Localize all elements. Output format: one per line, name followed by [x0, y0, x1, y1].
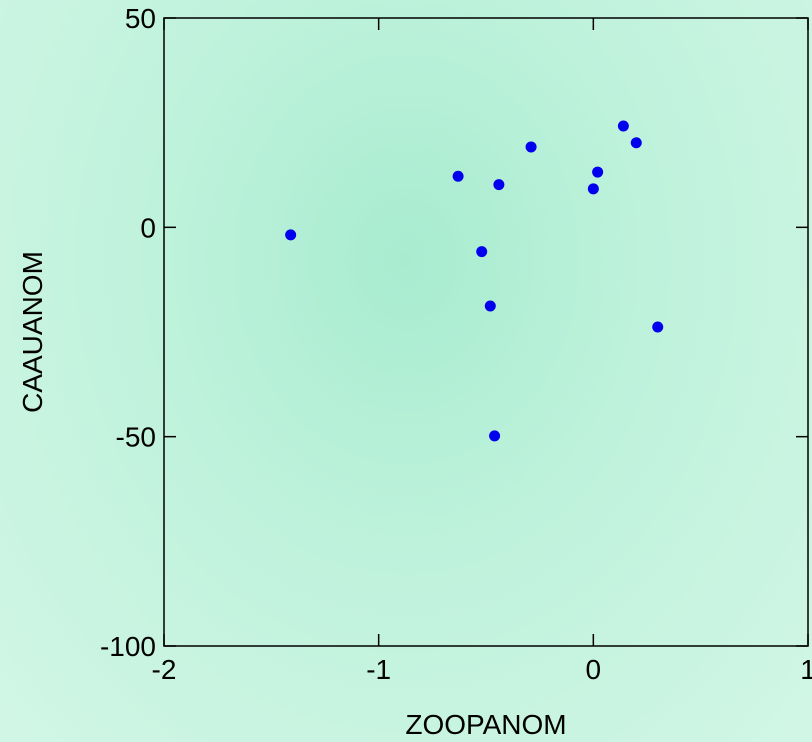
x-tick-label-0: -2	[152, 654, 177, 685]
x-tick-label-1: -1	[366, 654, 391, 685]
plot-frame-group	[163, 17, 809, 647]
x-axis-title: ZOOPANOM	[405, 709, 566, 740]
x-tick-label-3: 1	[800, 654, 812, 685]
data-point-4	[484, 300, 496, 312]
data-point-2	[493, 179, 505, 191]
data-point-10	[630, 137, 642, 149]
data-point-0	[285, 229, 297, 241]
data-point-7	[587, 183, 599, 195]
data-point-9	[617, 120, 629, 132]
data-point-5	[489, 430, 501, 442]
y-tick-label-1: -50	[116, 422, 156, 453]
tick-labels-group: -2 -1 0 1 -100 -50 0 50	[100, 3, 812, 685]
x-tick-label-2: 0	[586, 654, 602, 685]
tick-marks-group	[163, 17, 809, 647]
y-tick-label-2: 0	[140, 212, 156, 243]
data-point-11	[652, 321, 664, 333]
plot-frame	[163, 17, 809, 647]
data-point-6	[525, 141, 537, 153]
y-axis-title: CAAUANOM	[17, 251, 48, 413]
data-point-1	[452, 170, 464, 182]
y-tick-label-0: -100	[100, 631, 156, 662]
data-point-8	[592, 166, 604, 178]
data-point-3	[476, 246, 488, 258]
y-tick-label-3: 50	[125, 3, 156, 34]
data-points-group	[285, 120, 664, 442]
